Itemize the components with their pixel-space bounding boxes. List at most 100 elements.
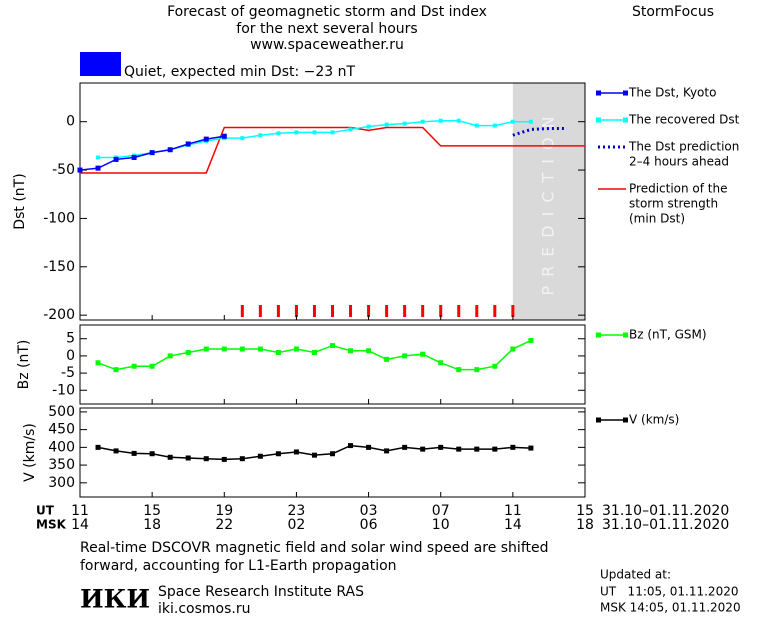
data-point xyxy=(348,443,354,449)
data-point xyxy=(95,360,101,366)
data-point xyxy=(240,136,245,141)
series-line xyxy=(80,126,585,174)
data-point xyxy=(185,455,191,461)
legend-label: V (km/s) xyxy=(629,413,679,427)
storm-tick xyxy=(349,305,353,317)
data-point xyxy=(294,130,299,135)
data-point xyxy=(257,346,263,352)
data-point xyxy=(131,450,137,456)
x-tick-label: 19 xyxy=(215,503,233,519)
x-tick-label: 15 xyxy=(143,503,161,519)
x-axis-name: MSK xyxy=(36,518,67,532)
data-point xyxy=(149,451,155,457)
data-point xyxy=(528,337,534,343)
y-tick-label: 0 xyxy=(66,114,75,130)
data-point xyxy=(149,363,155,369)
storm-tick xyxy=(331,305,334,317)
legend-marker xyxy=(596,117,601,123)
axis-frame xyxy=(79,407,586,498)
status-swatch xyxy=(80,52,121,76)
data-point xyxy=(167,454,173,460)
brand: StormFocus xyxy=(632,4,714,20)
data-point xyxy=(384,122,389,127)
legend-marker xyxy=(623,90,628,96)
legend-label: Prediction of the xyxy=(629,182,728,196)
x-tick-label-msk: 06 xyxy=(360,517,378,533)
data-point xyxy=(528,119,533,124)
data-point xyxy=(293,346,299,352)
data-point xyxy=(420,446,426,452)
data-point xyxy=(167,147,173,153)
x-tick-label: 11 xyxy=(71,503,89,519)
data-point xyxy=(167,353,173,359)
y-tick-label: 400 xyxy=(48,439,75,455)
y-tick-label: 0 xyxy=(66,348,75,364)
data-point xyxy=(420,119,425,124)
axis-frame xyxy=(79,82,586,321)
data-point xyxy=(149,150,155,156)
data-point xyxy=(330,451,335,457)
data-point xyxy=(492,123,497,128)
date-range: 31.10–01.11.2020 xyxy=(602,503,729,519)
legend-marker xyxy=(596,90,601,96)
x-tick-label: 07 xyxy=(432,503,450,519)
data-point xyxy=(492,363,498,369)
title-line: Forecast of geomagnetic storm and Dst in… xyxy=(167,4,487,20)
data-point xyxy=(312,130,317,135)
y-tick-label: 500 xyxy=(48,404,75,420)
data-point xyxy=(366,348,372,354)
legend-marker xyxy=(596,332,601,338)
legend-label: (min Dst) xyxy=(629,212,685,226)
x-tick-label: 23 xyxy=(288,503,306,519)
prediction-zone xyxy=(512,83,585,320)
axis-frame xyxy=(79,324,586,405)
legend-label: The Dst, Kyoto xyxy=(628,86,716,100)
institute: Space Research Institute RAS xyxy=(158,584,364,600)
data-point xyxy=(185,141,191,147)
x-axis-name: UT xyxy=(36,504,55,518)
title-line: www.spaceweather.ru xyxy=(250,37,404,53)
data-point xyxy=(438,118,443,123)
data-point xyxy=(438,444,444,450)
data-point xyxy=(293,449,299,455)
data-point xyxy=(474,123,479,128)
data-point xyxy=(221,456,227,462)
data-point xyxy=(311,452,317,458)
date-range: 31.10–01.11.2020 xyxy=(602,517,729,533)
data-point xyxy=(311,349,317,355)
legend-label: storm strength xyxy=(629,197,718,211)
status-text: Quiet, expected min Dst: −23 nT xyxy=(124,64,356,80)
data-point xyxy=(510,119,515,124)
footnote: forward, accounting for L1-Earth propaga… xyxy=(80,558,397,574)
storm-tick xyxy=(511,305,515,317)
y-tick-label: -100 xyxy=(43,210,75,226)
x-tick-label-msk: 18 xyxy=(143,517,161,533)
data-point xyxy=(348,348,354,354)
y-axis-label: V (km/s) xyxy=(22,423,38,482)
data-point xyxy=(221,346,227,352)
x-tick-label-msk: 18 xyxy=(576,517,594,533)
y-tick-label: -50 xyxy=(52,162,75,178)
storm-tick xyxy=(312,305,316,317)
updated-line: Updated at: xyxy=(600,568,671,582)
y-tick-label: 350 xyxy=(48,457,75,473)
legend-label: 2–4 hours ahead xyxy=(629,155,729,169)
data-point xyxy=(96,155,101,160)
series-line xyxy=(512,126,567,137)
data-point xyxy=(276,131,281,136)
updated-line: MSK 14:05, 01.11.2020 xyxy=(600,601,741,615)
legend-marker xyxy=(623,332,628,338)
data-point xyxy=(474,367,480,373)
y-tick-label: 5 xyxy=(66,331,75,347)
storm-tick xyxy=(439,305,443,317)
data-point xyxy=(420,351,426,357)
storm-tick xyxy=(367,305,371,317)
data-point xyxy=(275,451,281,457)
x-tick-label-msk: 14 xyxy=(71,517,89,533)
data-point xyxy=(402,121,407,126)
data-point xyxy=(456,118,461,123)
data-point xyxy=(258,133,263,138)
data-point xyxy=(95,165,101,171)
